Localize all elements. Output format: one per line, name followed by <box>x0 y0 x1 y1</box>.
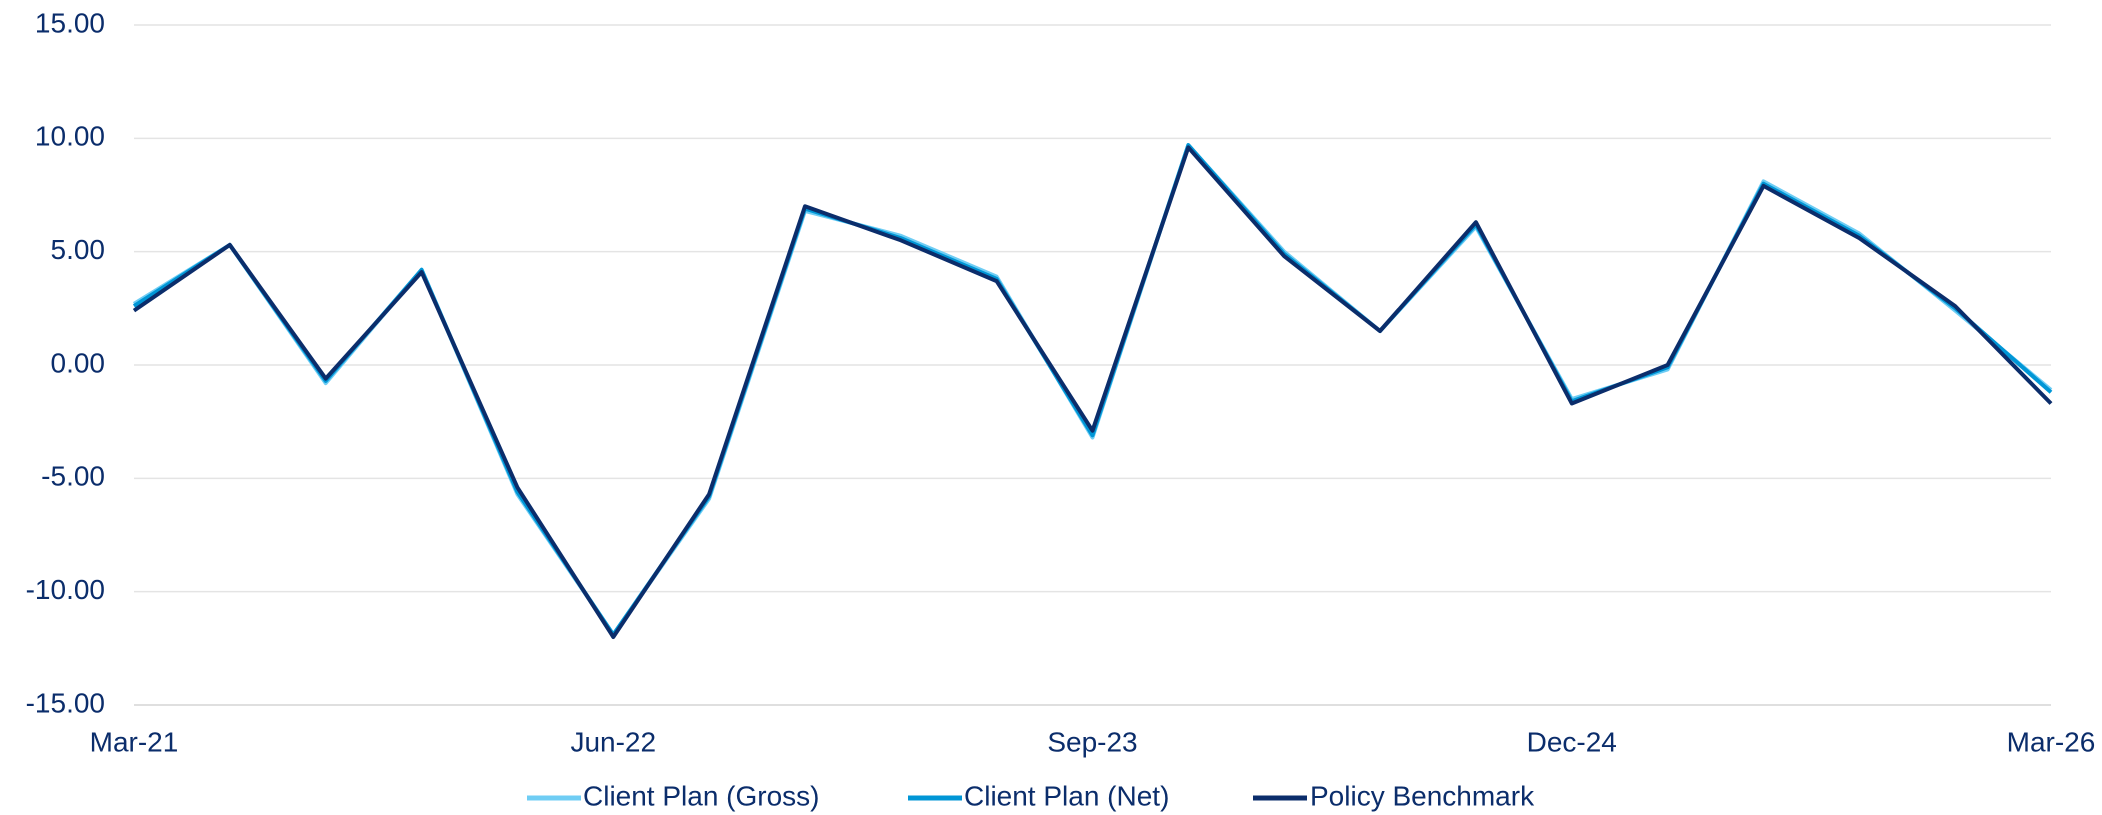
legend-label: Policy Benchmark <box>1310 780 1535 811</box>
x-tick-label: Mar-21 <box>90 726 179 757</box>
y-tick-label: 10.00 <box>35 121 105 152</box>
y-tick-label: 0.00 <box>51 347 106 378</box>
series-line <box>132 143 2053 637</box>
y-tick-label: 5.00 <box>51 234 106 265</box>
x-tick-label: Sep-23 <box>1047 726 1137 757</box>
x-tick-label: Mar-26 <box>2007 726 2096 757</box>
series-line <box>132 145 2053 639</box>
y-tick-label: -15.00 <box>26 687 105 718</box>
y-tick-label: -5.00 <box>41 461 105 492</box>
legend-label: Client Plan (Net) <box>964 780 1169 811</box>
x-tick-label: Dec-24 <box>1527 726 1617 757</box>
x-tick-label: Jun-22 <box>570 726 656 757</box>
series-line <box>132 143 2053 637</box>
y-tick-label: 15.00 <box>35 7 105 38</box>
legend-label: Client Plan (Gross) <box>583 780 820 811</box>
y-tick-label: -10.00 <box>26 574 105 605</box>
